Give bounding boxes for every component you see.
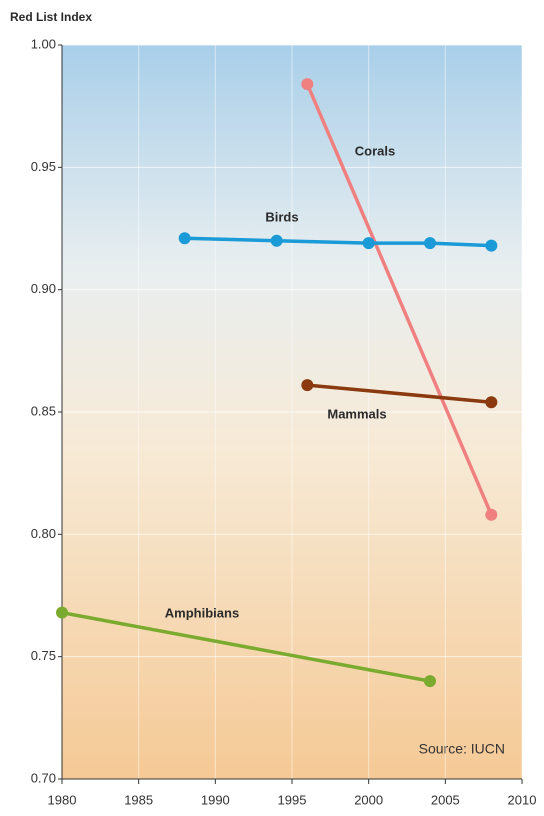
y-tick-label: 0.85 [31,403,56,418]
series-label: Birds [265,209,298,224]
y-tick-label: 0.80 [31,526,56,541]
y-tick-label: 0.75 [31,648,56,663]
point [301,379,314,392]
point [56,606,68,619]
y-tick-label: 0.95 [31,159,56,174]
point [178,232,191,245]
point [424,237,436,250]
series-label: Amphibians [165,605,239,620]
x-tick-label: 2005 [431,792,460,807]
x-tick-label: 1985 [124,792,153,807]
y-axis-label: Red List Index [10,10,92,24]
point [270,234,283,247]
point [485,508,498,521]
series-line [305,383,494,404]
x-tick-label: 1995 [278,792,307,807]
source: Source: IUCN [419,741,505,757]
point [301,78,314,91]
x-tick-label: 2010 [508,792,537,807]
y-tick-label: 1.00 [31,36,56,51]
point [362,237,375,250]
series-label: Corals [355,143,395,158]
series-line [60,610,432,683]
series-line [305,82,494,517]
series-label: Mammals [327,406,386,421]
point [485,396,498,409]
point [424,675,436,688]
y-tick-label: 0.70 [31,770,56,785]
point [485,239,498,252]
x-tick-label: 2000 [354,792,383,807]
x-tick-label: 1980 [48,792,77,807]
x-tick-label: 1990 [201,792,230,807]
y-tick-label: 0.90 [31,281,56,296]
